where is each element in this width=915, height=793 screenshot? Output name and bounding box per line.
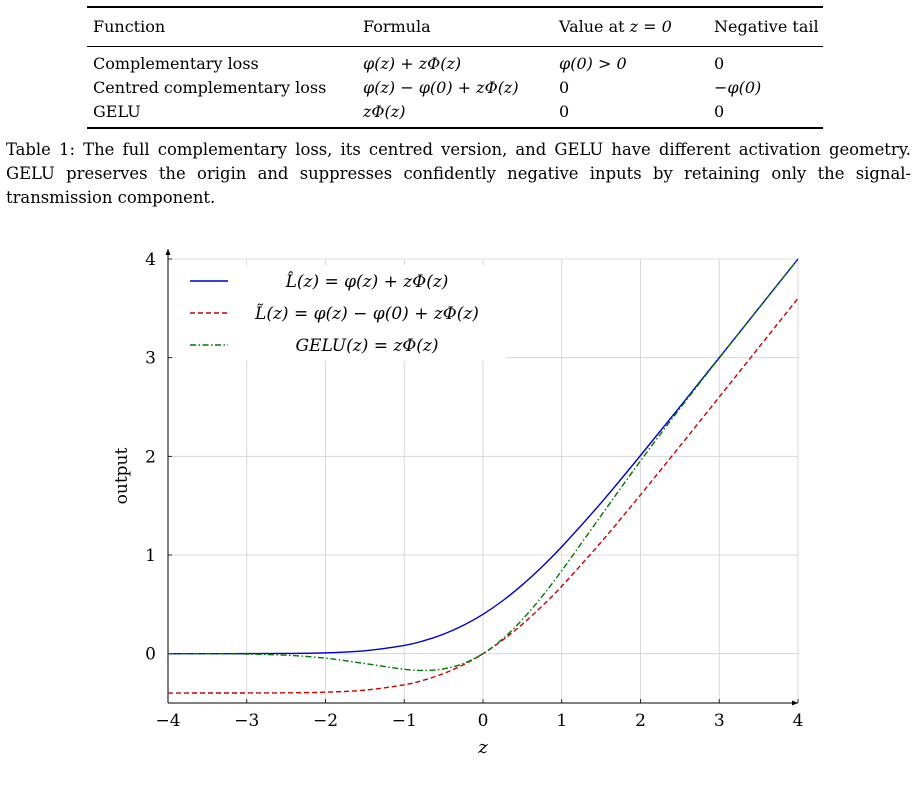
table-row-name: Complementary loss bbox=[93, 54, 259, 73]
y-tick-label: 4 bbox=[145, 250, 156, 270]
series-line-2 bbox=[167, 258, 799, 672]
series-line-0 bbox=[167, 258, 799, 655]
chart-tick-labels: −4 −3 −2 −1 0 1 2 3 4 0 1 2 3 4 bbox=[145, 250, 803, 731]
table-header-negative-tail: Negative tail bbox=[714, 17, 819, 36]
x-tick-label: 1 bbox=[556, 711, 567, 731]
table-row-value: 0 bbox=[559, 78, 570, 97]
caption-label: Table 1: bbox=[6, 140, 75, 159]
x-tick-label: −4 bbox=[155, 711, 180, 731]
x-tick-label: −1 bbox=[392, 711, 417, 731]
table-row-tail: 0 bbox=[714, 102, 725, 121]
x-tick-label: 3 bbox=[714, 711, 725, 731]
table-mid-rule bbox=[87, 46, 823, 47]
table-row-name: GELU bbox=[93, 102, 141, 121]
table-row-value: φ(0) > 0 bbox=[559, 54, 627, 73]
table-header-value-text: Value at bbox=[559, 17, 630, 36]
x-tick-label: 2 bbox=[635, 711, 646, 731]
x-axis-label: z bbox=[477, 737, 488, 758]
table-header-value: Value at z = 0 bbox=[559, 17, 672, 37]
table-header-value-math: z = 0 bbox=[629, 17, 672, 36]
chart-axes bbox=[165, 249, 799, 706]
y-tick-label: 1 bbox=[145, 546, 156, 566]
table-top-rule bbox=[87, 6, 823, 8]
y-tick-label: 0 bbox=[145, 645, 156, 665]
table-caption: Table 1: The full complementary loss, it… bbox=[6, 138, 911, 210]
table-row-formula: φ(z) − φ(0) + zΦ(z) bbox=[363, 78, 519, 97]
table-row-tail: −φ(0) bbox=[714, 78, 762, 97]
table-row-name: Centred complementary loss bbox=[93, 78, 327, 97]
y-axis-label: output bbox=[112, 447, 132, 504]
legend-entry: L̃(z) = φ(z) − φ(0) + zΦ(z) bbox=[254, 304, 479, 324]
legend-entry: L̂(z) = φ(z) + zΦ(z) bbox=[285, 272, 449, 292]
chart-legend: L̂(z) = φ(z) + zΦ(z) L̃(z) = φ(z) − φ(0) … bbox=[176, 265, 506, 361]
x-tick-label: −2 bbox=[313, 711, 338, 731]
chart-grid bbox=[167, 258, 799, 703]
y-tick-label: 3 bbox=[145, 349, 156, 369]
y-tick-label: 2 bbox=[145, 447, 156, 467]
caption-text: The full complementary loss, its centred… bbox=[6, 140, 911, 207]
legend-entry: GELU(z) = zΦ(z) bbox=[295, 336, 438, 356]
table-row-tail: 0 bbox=[714, 54, 725, 73]
table-row-formula: φ(z) + zΦ(z) bbox=[363, 54, 462, 73]
table-row-formula: zΦ(z) bbox=[363, 102, 406, 121]
table-header-formula: Formula bbox=[363, 17, 431, 36]
y-axis-arrow bbox=[165, 249, 171, 255]
table-bottom-rule bbox=[87, 127, 823, 129]
x-tick-label: −3 bbox=[234, 711, 259, 731]
chart-series bbox=[167, 258, 799, 694]
x-tick-label: 0 bbox=[478, 711, 489, 731]
x-tick-label: 4 bbox=[793, 711, 804, 731]
x-axis-arrow bbox=[792, 700, 798, 706]
series-line-1 bbox=[167, 297, 799, 694]
table-row-value: 0 bbox=[559, 102, 570, 121]
table-header-function: Function bbox=[93, 17, 166, 36]
legend-box bbox=[176, 265, 506, 361]
